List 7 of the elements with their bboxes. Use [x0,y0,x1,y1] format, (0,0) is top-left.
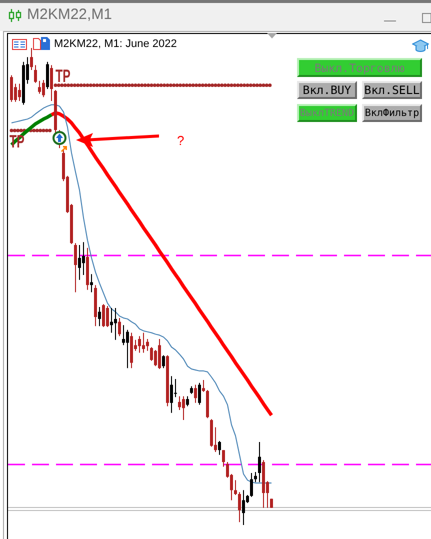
chart-subtitle: M2KM22, M1: June 2022 [54,38,177,51]
button[interactable]: Вкл.BUY [297,81,357,99]
button[interactable]: Вкл.SELL [362,81,422,99]
button[interactable]: ВклФильтр [362,104,422,122]
series-label: TP [56,66,71,87]
annotation: ? [177,133,184,148]
chart-title: M2KM22,M1 [27,6,112,24]
